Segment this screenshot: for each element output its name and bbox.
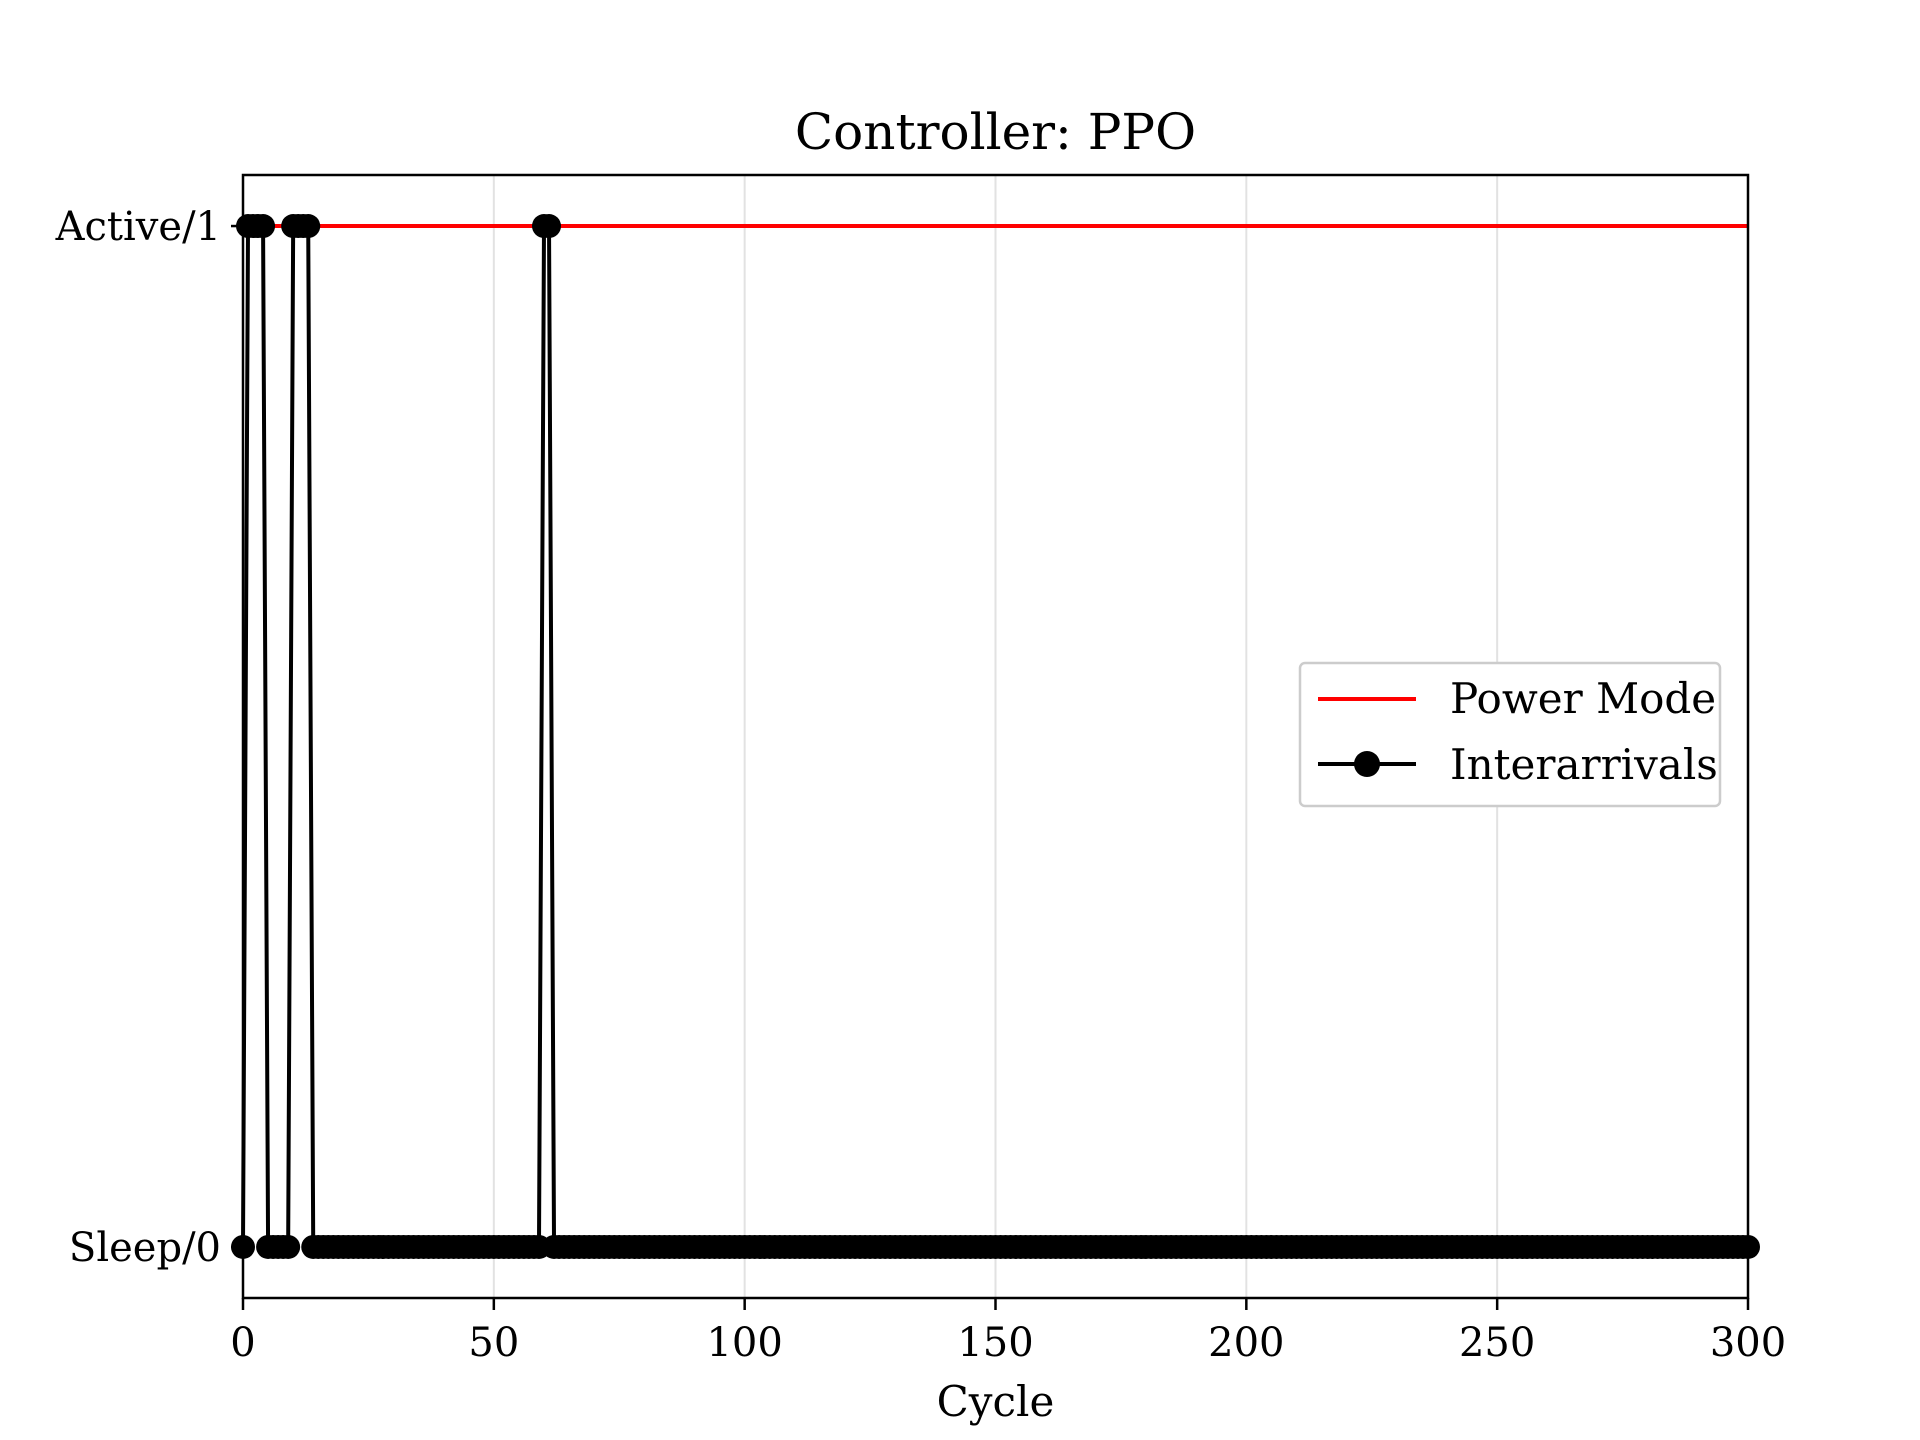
- x-tick-label: 100: [706, 1320, 782, 1366]
- x-tick-label: 300: [1710, 1320, 1786, 1366]
- x-tick-label: 250: [1459, 1320, 1535, 1366]
- x-tick-label: 200: [1208, 1320, 1284, 1366]
- data-point-interarrivals: [251, 214, 276, 239]
- data-point-interarrivals: [296, 214, 321, 239]
- chart-title: Controller: PPO: [795, 103, 1196, 161]
- x-tick-label: 0: [230, 1320, 255, 1366]
- y-tick-label: Sleep/0: [69, 1225, 221, 1271]
- y-tick-label: Active/1: [55, 204, 221, 250]
- legend-marker-interarrivals: [1354, 751, 1380, 777]
- legend-label-interarrivals: Interarrivals: [1450, 740, 1718, 789]
- data-point-interarrivals: [537, 214, 562, 239]
- data-point-interarrivals: [276, 1234, 301, 1259]
- series-layer: [231, 214, 1760, 1259]
- tick-layer: 0 50 100 150 200 250 300 Sleep/0 Active/1: [55, 204, 1787, 1366]
- x-tick-label: 50: [468, 1320, 519, 1366]
- x-axis-label: Cycle: [937, 1377, 1055, 1426]
- legend: Power Mode Interarrivals: [1298, 661, 1722, 808]
- legend-label-power-mode: Power Mode: [1450, 674, 1716, 723]
- x-tick-label: 150: [957, 1320, 1033, 1366]
